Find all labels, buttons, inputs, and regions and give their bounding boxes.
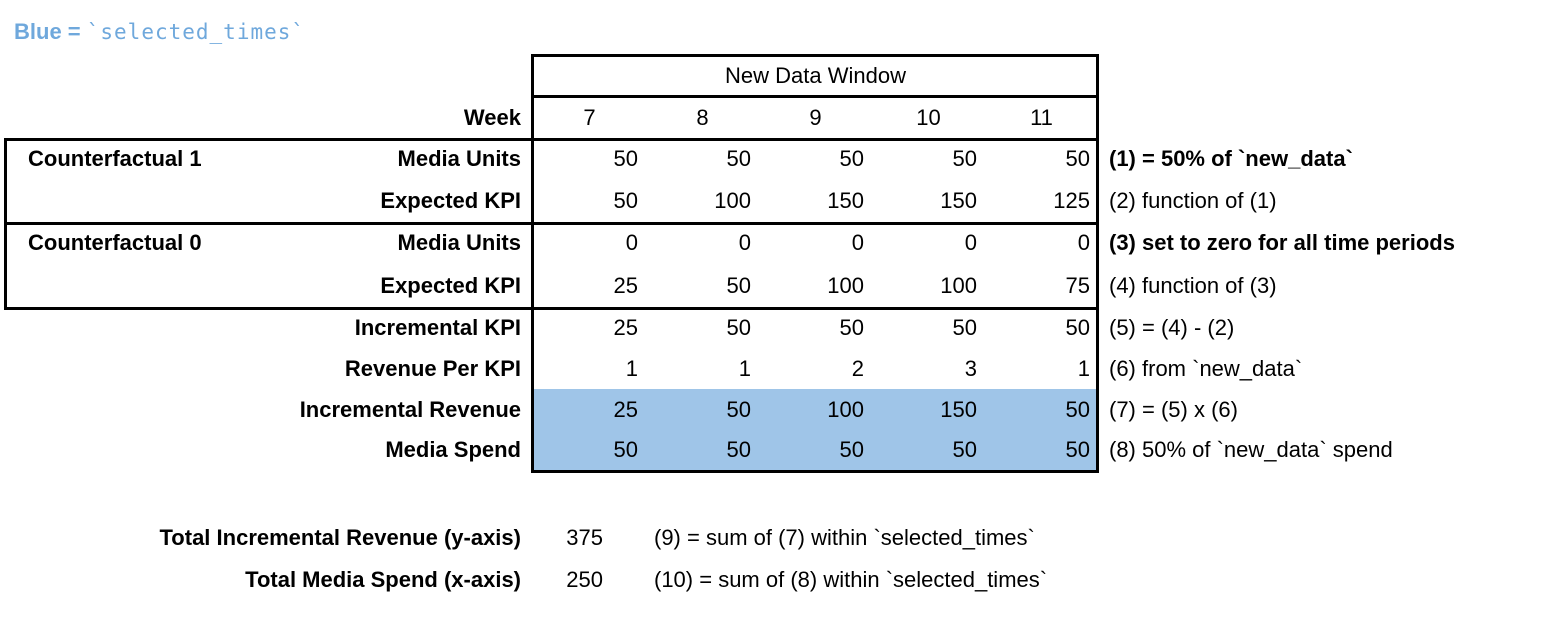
row-note: (2) function of (1) (1109, 188, 1277, 213)
total-note: (9) = sum of (7) within `selected_times` (654, 525, 1035, 550)
value-cell: 3 (964, 356, 977, 381)
row-cf1-media-units: Media Units 50 50 50 50 50 (1) = 50% of … (0, 138, 1544, 180)
row-note: (7) = (5) x (6) (1109, 397, 1238, 422)
row-cf1-expected-kpi: Expected KPI 50 100 150 150 125 (2) func… (0, 180, 1544, 222)
group-label-counterfactual-0: Counterfactual 0 (28, 230, 202, 255)
value-cell: 100 (827, 273, 864, 298)
total-incremental-revenue-row: Total Incremental Revenue (y-axis) 375 (… (0, 517, 1544, 559)
value-cell: 50 (1065, 437, 1090, 462)
group-label-counterfactual-1: Counterfactual 1 (28, 146, 202, 171)
value-cell: 0 (964, 230, 977, 255)
week-header-row: Week 7 8 9 10 11 (0, 97, 1544, 138)
value-cell: 0 (851, 230, 864, 255)
total-value: 375 (566, 525, 603, 550)
value-cell: 2 (851, 356, 864, 381)
row-incremental-revenue: Incremental Revenue 25 50 100 150 50 (7)… (0, 389, 1544, 430)
legend-blue-word: Blue = (14, 19, 87, 44)
row-label: Incremental Revenue (299, 397, 521, 422)
value-cell: 1 (1077, 356, 1090, 381)
value-cell: 150 (940, 397, 977, 422)
value-cell: 0 (625, 230, 638, 255)
value-cell: 125 (1053, 188, 1090, 213)
value-cell: 100 (827, 397, 864, 422)
row-cf0-media-units: Media Units 0 0 0 0 0 (3) set to zero fo… (0, 222, 1544, 264)
row-note: (6) from `new_data` (1109, 356, 1303, 381)
total-note: (10) = sum of (8) within `selected_times… (654, 567, 1048, 592)
value-cell: 1 (738, 356, 751, 381)
week-number: 10 (916, 105, 941, 130)
row-label: Revenue Per KPI (344, 356, 521, 381)
legend-blue-note: Blue = `selected_times` (14, 16, 305, 48)
row-cf0-expected-kpi: Expected KPI 25 50 100 100 75 (4) functi… (0, 264, 1544, 307)
value-cell: 0 (1077, 230, 1090, 255)
value-cell: 50 (613, 146, 638, 171)
row-note: (1) = 50% of `new_data` (1109, 146, 1353, 171)
value-cell: 25 (613, 397, 638, 422)
total-label: Total Incremental Revenue (y-axis) (159, 525, 522, 550)
legend-selected-times-code: `selected_times` (86, 20, 306, 44)
row-label: Incremental KPI (354, 315, 521, 340)
value-cell: 50 (839, 146, 864, 171)
row-media-spend: Media Spend 50 50 50 50 50 (8) 50% of `n… (0, 430, 1544, 470)
value-cell: 50 (726, 397, 751, 422)
value-cell: 100 (940, 273, 977, 298)
selected-times-highlight (534, 389, 1096, 470)
row-label: Media Units (397, 230, 521, 255)
total-label: Total Media Spend (x-axis) (245, 567, 521, 592)
week-label: Week (463, 105, 521, 130)
week-number: 11 (1030, 105, 1053, 130)
value-cell: 50 (613, 188, 638, 213)
week-number: 7 (583, 105, 596, 130)
value-cell: 50 (952, 437, 977, 462)
value-cell: 150 (827, 188, 864, 213)
value-cell: 0 (738, 230, 751, 255)
value-cell: 50 (952, 315, 977, 340)
new-data-window-header: New Data Window (725, 63, 906, 88)
row-incremental-kpi: Incremental KPI 25 50 50 50 50 (5) = (4)… (0, 307, 1544, 348)
row-note: (8) 50% of `new_data` spend (1109, 437, 1393, 462)
row-label: Media Units (397, 146, 521, 171)
value-cell: 50 (613, 437, 638, 462)
value-cell: 50 (839, 315, 864, 340)
row-note: (3) set to zero for all time periods (1109, 230, 1455, 255)
week-number: 8 (696, 105, 709, 130)
value-cell: 75 (1065, 273, 1090, 298)
value-cell: 100 (714, 188, 751, 213)
value-cell: 50 (726, 146, 751, 171)
row-note: (4) function of (3) (1109, 273, 1277, 298)
value-cell: 50 (952, 146, 977, 171)
value-cell: 50 (1065, 397, 1090, 422)
total-value: 250 (566, 567, 603, 592)
value-cell: 50 (1065, 146, 1090, 171)
value-cell: 25 (613, 273, 638, 298)
row-label: Expected KPI (380, 188, 521, 213)
value-cell: 1 (625, 356, 638, 381)
row-revenue-per-kpi: Revenue Per KPI 1 1 2 3 1 (6) from `new_… (0, 348, 1544, 389)
total-media-spend-row: Total Media Spend (x-axis) 250 (10) = su… (0, 559, 1544, 601)
value-cell: 50 (839, 437, 864, 462)
row-label: Expected KPI (380, 273, 521, 298)
row-note: (5) = (4) - (2) (1109, 315, 1235, 340)
row-label: Media Spend (385, 437, 521, 462)
value-cell: 25 (613, 315, 638, 340)
week-number: 9 (809, 105, 822, 130)
value-cell: 150 (940, 188, 977, 213)
value-cell: 50 (726, 437, 751, 462)
value-cell: 50 (726, 315, 751, 340)
value-cell: 50 (726, 273, 751, 298)
value-cell: 50 (1065, 315, 1090, 340)
